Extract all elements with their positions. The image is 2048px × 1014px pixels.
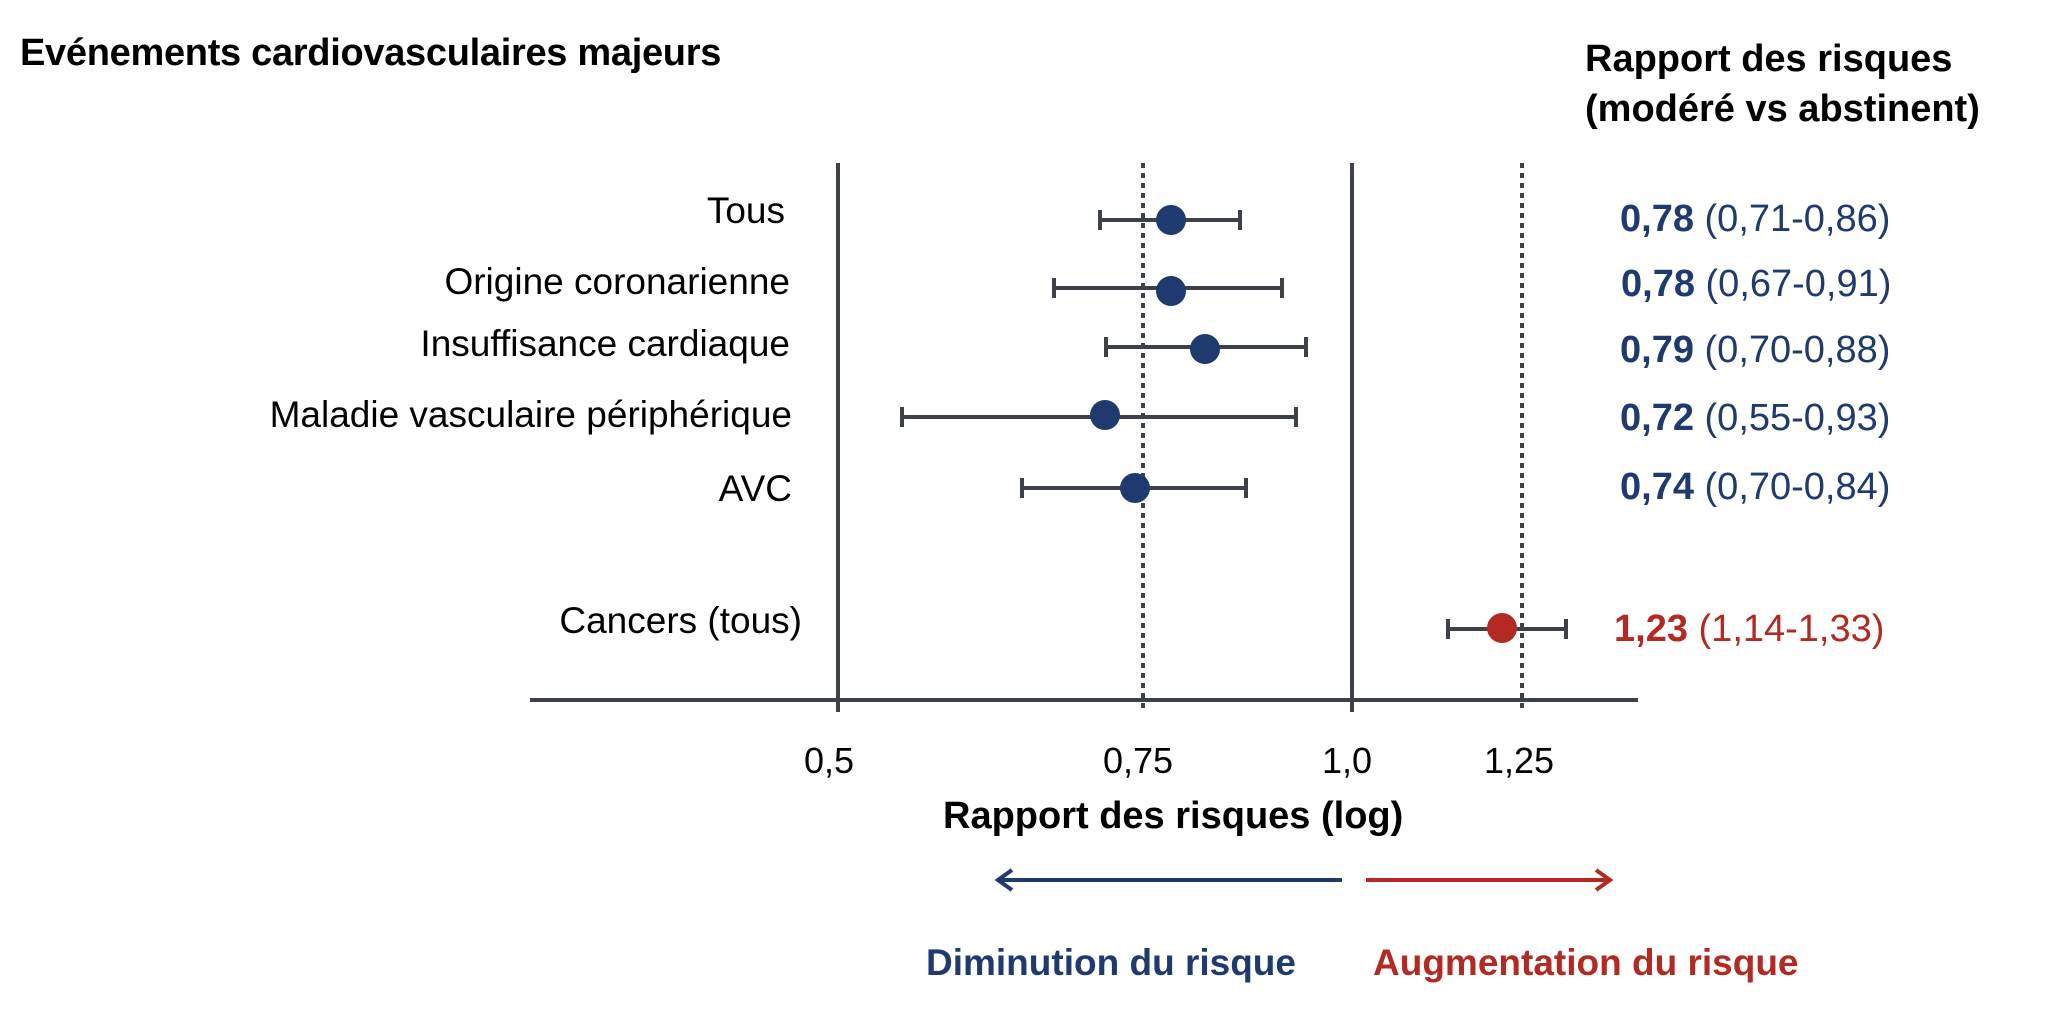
point-estimate-maladie-vasculaire: [1090, 400, 1120, 430]
hr-value-avc: 0,74 (0,70-0,84): [1620, 466, 1891, 508]
point-estimate-origine-coronarienne: [1156, 276, 1186, 306]
row-label-avc: AVC: [718, 468, 792, 509]
point-estimate-tous: [1156, 205, 1186, 235]
hr-value-maladie-vasculaire: 0,72 (0,55-0,93): [1620, 397, 1891, 439]
chart-title: Evénements cardiovasculaires majeurs: [20, 32, 722, 74]
row-label-cancers: Cancers (tous): [559, 600, 802, 641]
row-label-insuffisance-cardiaque: Insuffisance cardiaque: [420, 323, 790, 364]
decrease-arrow-icon: [994, 868, 1342, 892]
hr-value-origine-coronarienne: 0,78 (0,67-0,91): [1621, 263, 1892, 305]
hr-column-header-line1: Rapport des risques: [1585, 38, 1953, 80]
decrease-risk-label: Diminution du risque: [926, 942, 1296, 983]
row-label-maladie-vasculaire: Maladie vasculaire périphérique: [269, 394, 792, 435]
point-estimate-cancers: [1487, 613, 1517, 643]
hr-value-tous: 0,78 (0,71-0,86): [1620, 198, 1891, 240]
point-estimate-avc: [1120, 473, 1150, 503]
x-tick-0.75: 0,75: [1103, 740, 1174, 781]
row-label-origine-coronarienne: Origine coronarienne: [444, 261, 790, 302]
x-axis-label: Rapport des risques (log): [943, 795, 1404, 837]
point-estimate-insuffisance-cardiaque: [1190, 334, 1220, 364]
hr-column-header: Rapport des risques (modéré vs abstinent…: [1585, 34, 1980, 134]
hr-value-cancers: 1,23 (1,14-1,33): [1614, 608, 1885, 650]
x-tick-1.0: 1,0: [1322, 740, 1373, 781]
x-tick-0.5: 0,5: [804, 740, 855, 781]
x-tick-1.25: 1,25: [1484, 740, 1555, 781]
increase-arrow-icon: [1366, 868, 1614, 892]
increase-risk-label: Augmentation du risque: [1373, 942, 1799, 983]
row-label-tous: Tous: [706, 190, 785, 231]
hr-value-insuffisance-cardiaque: 0,79 (0,70-0,88): [1620, 329, 1891, 371]
hr-column-header-line2: (modéré vs abstinent): [1585, 88, 1980, 130]
